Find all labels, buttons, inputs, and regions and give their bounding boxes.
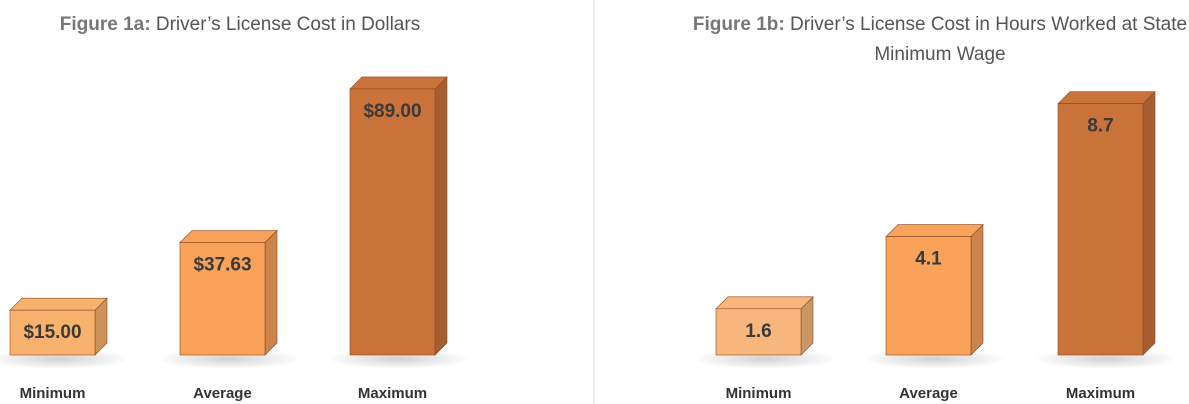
title-text: Driver’s License Cost in Dollars xyxy=(155,14,421,35)
bar-top xyxy=(349,76,448,90)
value-label: 1.6 xyxy=(745,321,771,342)
chart-title: Figure 1b: Driver’s License Cost in Hour… xyxy=(690,10,1189,70)
bar-top xyxy=(179,230,278,243)
bar-top xyxy=(885,224,984,237)
bar-side xyxy=(434,76,448,356)
x-tick-label: Maximum xyxy=(358,385,427,402)
x-tick-label: Minimum xyxy=(20,385,86,402)
value-label: $37.63 xyxy=(193,255,251,276)
value-label: 4.1 xyxy=(915,249,942,270)
value-label: 8.7 xyxy=(1087,116,1113,137)
value-label: $15.00 xyxy=(23,322,81,343)
bar xyxy=(885,236,972,356)
x-tick-label: Minimum xyxy=(726,385,792,402)
x-tick-label: Maximum xyxy=(1066,385,1135,402)
bar-side xyxy=(264,229,278,356)
chart-title: Figure 1a: Driver’s License Cost in Doll… xyxy=(40,10,440,40)
bar xyxy=(9,309,96,356)
bar-side xyxy=(1142,90,1156,356)
bar xyxy=(349,88,436,356)
bar-top xyxy=(715,296,814,310)
figure-label: Figure 1b: xyxy=(692,14,785,35)
x-tick-label: Average xyxy=(899,385,958,402)
bar xyxy=(715,308,802,356)
bar-side xyxy=(970,223,984,356)
title-text: Driver’s License Cost in Hours Worked at… xyxy=(790,14,1188,65)
bar-top xyxy=(1057,91,1156,104)
x-tick-label: Average xyxy=(193,385,252,402)
bar-top xyxy=(9,297,108,311)
figure-label: Figure 1a: xyxy=(59,14,151,35)
bar xyxy=(179,242,266,356)
bar xyxy=(1057,103,1144,356)
value-label: $89.00 xyxy=(363,101,421,122)
